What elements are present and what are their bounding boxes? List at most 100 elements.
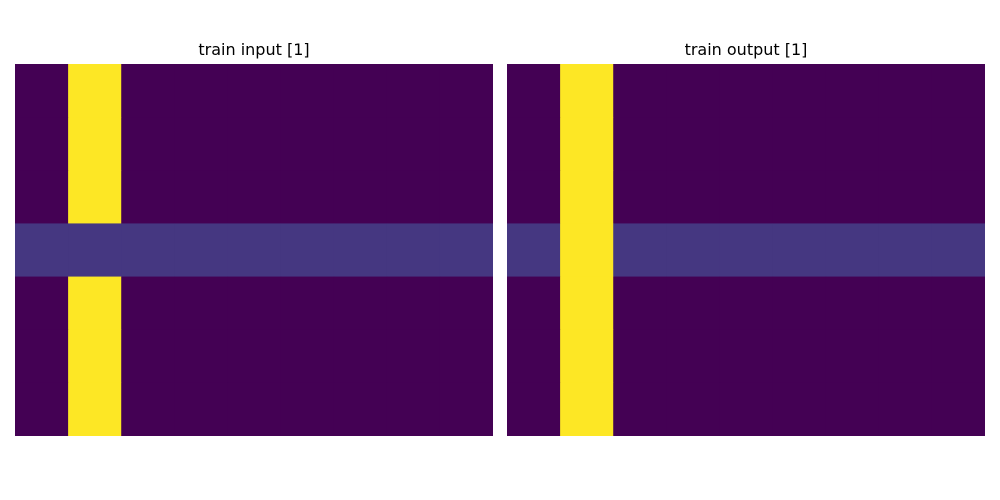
grid-cell-r2-c0 — [507, 170, 561, 225]
grid-cell-r0-c7 — [386, 64, 441, 118]
grid-cell-r6-c5 — [280, 382, 335, 436]
grid-cell-r5-c4 — [719, 329, 774, 384]
grid-cell-r6-c1 — [68, 382, 122, 436]
grid-cell-r2-c7 — [878, 170, 933, 225]
grid-cell-r1-c2 — [121, 117, 175, 171]
grid-cell-r2-c6 — [825, 170, 880, 225]
grid-cell-r2-c2 — [613, 170, 667, 225]
grid-cell-r2-c2 — [121, 170, 175, 225]
grid-cell-r1-c6 — [825, 117, 880, 171]
train-output-grid — [507, 64, 985, 436]
grid-cell-r3-c1 — [68, 223, 122, 278]
grid-cell-r3-c7 — [386, 223, 441, 278]
train-output-panel: train output [1] — [507, 38, 985, 438]
grid-cell-r6-c5 — [772, 382, 827, 436]
grid-cell-r5-c7 — [386, 329, 441, 384]
train-output-title: train output [1] — [684, 40, 808, 59]
grid-cell-r5-c7 — [878, 329, 933, 384]
grid-cell-r3-c8 — [931, 223, 985, 278]
grid-cell-r1-c0 — [507, 117, 561, 171]
grid-cell-r6-c3 — [666, 382, 721, 436]
grid-cell-r0-c2 — [121, 64, 175, 118]
grid-cell-r5-c3 — [666, 329, 721, 384]
grid-cell-r1-c0 — [15, 117, 69, 171]
grid-cell-r1-c1 — [560, 117, 614, 171]
grid-cell-r6-c2 — [121, 382, 175, 436]
train-input-title: train input [1] — [198, 40, 310, 59]
grid-cell-r0-c3 — [174, 64, 229, 118]
grid-cell-r0-c7 — [878, 64, 933, 118]
grid-cell-r3-c5 — [280, 223, 335, 278]
grid-cell-r1-c7 — [878, 117, 933, 171]
grid-cell-r3-c6 — [333, 223, 388, 278]
grid-cell-r3-c3 — [174, 223, 229, 278]
grid-cell-r1-c4 — [227, 117, 282, 171]
grid-cell-r4-c2 — [613, 276, 667, 331]
grid-cell-r0-c1 — [560, 64, 614, 118]
grid-cell-r1-c4 — [719, 117, 774, 171]
grid-cell-r4-c0 — [15, 276, 69, 331]
grid-cell-r0-c6 — [825, 64, 880, 118]
grid-cell-r2-c5 — [280, 170, 335, 225]
grid-cell-r5-c2 — [121, 329, 175, 384]
grid-cell-r4-c6 — [825, 276, 880, 331]
grid-cell-r6-c2 — [613, 382, 667, 436]
grid-cell-r4-c0 — [507, 276, 561, 331]
grid-cell-r3-c5 — [772, 223, 827, 278]
grid-cell-r5-c5 — [280, 329, 335, 384]
grid-cell-r4-c1 — [68, 276, 122, 331]
grid-cell-r6-c7 — [386, 382, 441, 436]
grid-cell-r0-c8 — [439, 64, 493, 118]
grid-cell-r2-c1 — [560, 170, 614, 225]
grid-cell-r1-c1 — [68, 117, 122, 171]
grid-cell-r0-c4 — [719, 64, 774, 118]
grid-cell-r1-c5 — [772, 117, 827, 171]
grid-cell-r3-c4 — [719, 223, 774, 278]
grid-cell-r4-c3 — [174, 276, 229, 331]
grid-cell-r4-c1 — [560, 276, 614, 331]
grid-cell-r1-c2 — [613, 117, 667, 171]
grid-cell-r1-c3 — [174, 117, 229, 171]
grid-cell-r1-c3 — [666, 117, 721, 171]
grid-cell-r2-c3 — [666, 170, 721, 225]
grid-cell-r5-c6 — [825, 329, 880, 384]
grid-cell-r5-c0 — [507, 329, 561, 384]
grid-cell-r5-c8 — [439, 329, 493, 384]
grid-cell-r0-c5 — [280, 64, 335, 118]
grid-cell-r3-c7 — [878, 223, 933, 278]
grid-cell-r6-c6 — [825, 382, 880, 436]
train-input-panel: train input [1] — [15, 38, 493, 438]
grid-cell-r0-c0 — [507, 64, 561, 118]
grid-cell-r4-c5 — [280, 276, 335, 331]
grid-cell-r3-c0 — [507, 223, 561, 278]
grid-cell-r2-c4 — [719, 170, 774, 225]
grid-cell-r3-c8 — [439, 223, 493, 278]
grid-cell-r5-c5 — [772, 329, 827, 384]
grid-cell-r4-c4 — [719, 276, 774, 331]
grid-cell-r3-c2 — [613, 223, 667, 278]
grid-cell-r3-c2 — [121, 223, 175, 278]
grid-cell-r1-c6 — [333, 117, 388, 171]
grid-cell-r2-c6 — [333, 170, 388, 225]
grid-cell-r0-c1 — [68, 64, 122, 118]
grid-cell-r4-c7 — [386, 276, 441, 331]
grid-cell-r4-c5 — [772, 276, 827, 331]
grid-cell-r5-c0 — [15, 329, 69, 384]
grid-cell-r0-c6 — [333, 64, 388, 118]
grid-cell-r6-c4 — [227, 382, 282, 436]
grid-cell-r0-c3 — [666, 64, 721, 118]
grid-cell-r1-c7 — [386, 117, 441, 171]
grid-cell-r2-c4 — [227, 170, 282, 225]
grid-cell-r5-c4 — [227, 329, 282, 384]
grid-cell-r6-c0 — [507, 382, 561, 436]
grid-cell-r0-c5 — [772, 64, 827, 118]
grid-cell-r3-c0 — [15, 223, 69, 278]
grid-cell-r2-c8 — [931, 170, 985, 225]
grid-cell-r2-c0 — [15, 170, 69, 225]
grid-cell-r6-c1 — [560, 382, 614, 436]
grid-cell-r1-c5 — [280, 117, 335, 171]
grid-cell-r4-c8 — [931, 276, 985, 331]
grid-cell-r2-c1 — [68, 170, 122, 225]
grid-cell-r6-c8 — [439, 382, 493, 436]
grid-cell-r4-c4 — [227, 276, 282, 331]
